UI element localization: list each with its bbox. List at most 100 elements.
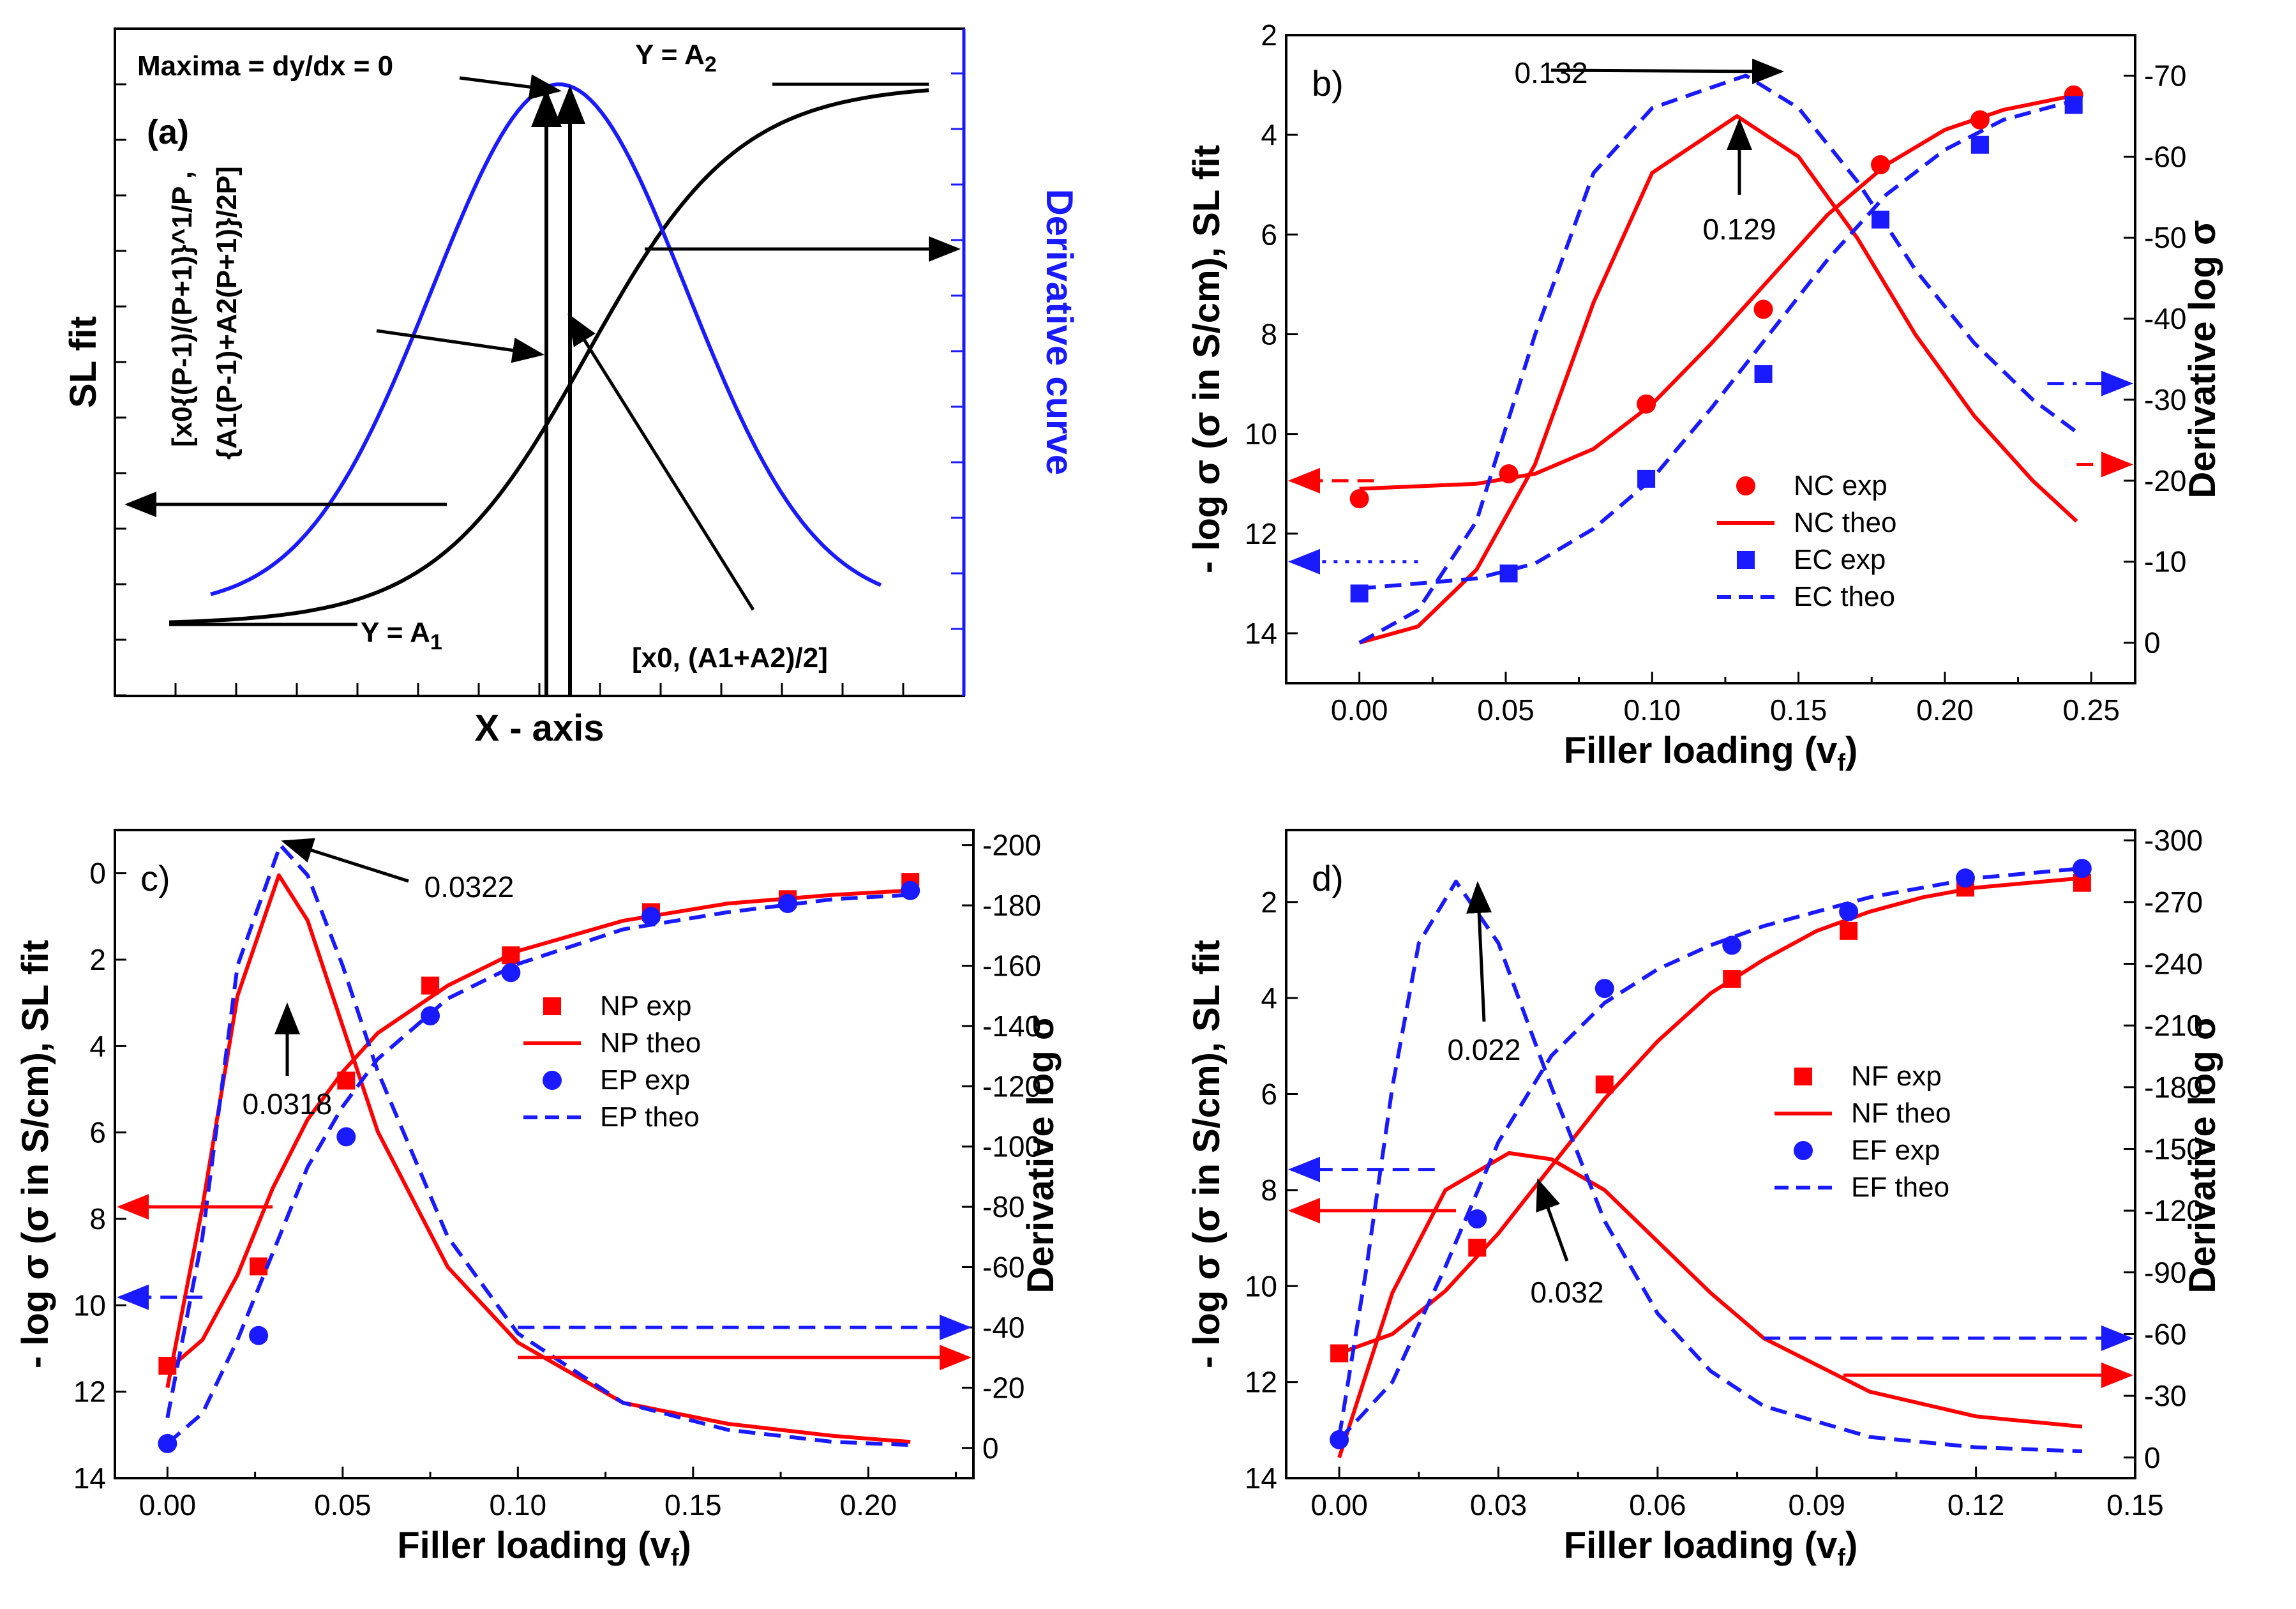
- y2-tick-label: 0: [2144, 1441, 2161, 1474]
- panel-d: 0.00 0.03 0.06 0.09 0.12 0.152468101214-300-2…: [1186, 824, 2223, 1571]
- y-tick-label: 0: [89, 857, 106, 890]
- legend-label: EP exp: [600, 1064, 690, 1096]
- x-tick-label: 0.10: [1624, 693, 1681, 727]
- y-tick-label: 12: [73, 1375, 106, 1409]
- y2-tick-label: -60: [982, 1251, 1024, 1284]
- panel-c: 0.00 0.05 0.10 0.15 0.2002468101214-200-180-…: [15, 829, 1062, 1571]
- y2-axis-label: Derivative log σ: [2182, 220, 2223, 498]
- arrow-inflection: [567, 313, 755, 611]
- legend-label: EF exp: [1851, 1135, 1940, 1166]
- y2-tick-label: -120: [2144, 1194, 2203, 1227]
- arrow-eq-point: [376, 329, 544, 363]
- derivative-line: [1358, 114, 2078, 645]
- y2-tick-label: -80: [982, 1190, 1024, 1223]
- legend-label: NP exp: [600, 990, 692, 1022]
- panel-a-y2label: Derivative curve: [1039, 189, 1080, 475]
- legend-label: EC theo: [1794, 581, 1895, 612]
- upper-asymptote-label: Y = A2: [635, 39, 717, 77]
- x-tick-label: 0.10: [490, 1488, 547, 1522]
- x-tick-label: 0.20: [1916, 693, 1974, 727]
- panel-a-xlabel: X - axis: [474, 707, 604, 749]
- data-point: [250, 1257, 268, 1276]
- x-tick-label: 0.15: [2106, 1488, 2164, 1522]
- fit-line: [1337, 866, 2083, 1441]
- y-tick-label: 6: [89, 1116, 106, 1149]
- plot-frame: [114, 829, 975, 1479]
- peak-label: 0.022: [1447, 1033, 1520, 1066]
- maxima-label: Maxima = dy/dx = 0: [137, 50, 393, 82]
- x-tick-label: 0.12: [1947, 1488, 2005, 1522]
- x-tick-label: 0.00: [1310, 1488, 1368, 1522]
- derivative-line: [1337, 879, 2083, 1454]
- fit-line: [166, 888, 911, 1372]
- y2-tick-label: -270: [2144, 886, 2203, 919]
- y2-axis-label: Derivative log σ: [1020, 1015, 1062, 1293]
- y2-tick-label: -200: [982, 829, 1041, 862]
- x-tick-label: 0.05: [314, 1488, 371, 1522]
- y2-tick-label: -40: [2144, 302, 2186, 335]
- peak-label: 0.032: [1530, 1276, 1603, 1309]
- y-tick-label: 6: [1261, 218, 1277, 251]
- y2-tick-label: -10: [2144, 545, 2186, 578]
- x-tick-label: 0.15: [664, 1488, 722, 1522]
- peak-arrow: [1550, 58, 1784, 84]
- y2-tick-label: -70: [2144, 59, 2186, 92]
- y2-tick-label: -30: [2144, 1379, 2186, 1412]
- y-axis-label: - log σ (σ in S/cm), SL fit: [15, 940, 56, 1368]
- legend-label: EP theo: [600, 1101, 700, 1133]
- y-tick-label: 14: [73, 1462, 106, 1495]
- data-point: [1594, 979, 1614, 999]
- legend-label: EC exp: [1794, 544, 1886, 575]
- y2-tick-label: 0: [2144, 626, 2161, 660]
- derivative-line: [165, 843, 911, 1447]
- data-point: [1839, 902, 1859, 921]
- y2-tick-label: -30: [2144, 383, 2186, 416]
- data-point: [2072, 859, 2092, 879]
- x-tick-label: 0.00: [139, 1488, 197, 1522]
- inflection-label: [x0, (A1+A2)/2]: [632, 642, 828, 674]
- y-tick-label: 10: [1245, 418, 1277, 451]
- legend-label: EF theo: [1851, 1172, 1949, 1203]
- legend-swatch: [1736, 476, 1755, 495]
- fit-line: [1359, 98, 2078, 591]
- fit-line: [166, 893, 911, 1446]
- legend-swatch: [1794, 1068, 1812, 1085]
- plot-frame: [1285, 34, 2136, 684]
- y2-tick-label: -180: [982, 889, 1041, 922]
- derivative-line: [165, 873, 911, 1444]
- data-point: [641, 907, 661, 926]
- derivative-line: [1337, 1151, 2083, 1458]
- legend-swatch: [1737, 551, 1755, 569]
- y2-tick-label: -160: [982, 949, 1041, 982]
- y-axis-label: - log σ (σ in S/cm), SL fit: [1186, 940, 1227, 1368]
- y-tick-label: 8: [1261, 317, 1277, 351]
- x-tick-label: 0.09: [1788, 1488, 1845, 1522]
- y-tick-label: 4: [89, 1029, 106, 1062]
- y2-tick-label: -210: [2144, 1009, 2203, 1042]
- peak-arrow: [1536, 1178, 1569, 1262]
- legend-swatch: [1794, 1141, 1813, 1160]
- y-tick-label: 14: [1245, 617, 1277, 650]
- y2-axis-label: Derivative log σ: [2182, 1015, 2223, 1293]
- x-axis-label: Filler loading (vf): [397, 1525, 691, 1571]
- panel-label: b): [1312, 63, 1344, 103]
- fit-line: [1359, 93, 2077, 491]
- x-tick-label: 0.15: [1770, 693, 1827, 727]
- x-axis-label: Filler loading (vf): [1564, 730, 1858, 776]
- data-point: [249, 1326, 269, 1345]
- legend-label: NP theo: [600, 1027, 701, 1059]
- peak-arrow: [1466, 881, 1492, 1022]
- data-point: [2064, 96, 2083, 114]
- legend-swatch: [543, 1071, 562, 1090]
- y2-tick-label: -50: [2144, 221, 2186, 254]
- data-point: [1349, 489, 1369, 509]
- y-tick-label: 6: [1261, 1078, 1277, 1111]
- data-point: [1871, 155, 1890, 174]
- y2-tick-label: -60: [2144, 1317, 2186, 1350]
- y-tick-label: 14: [1245, 1462, 1277, 1495]
- data-point: [901, 880, 920, 900]
- equation-line-1: [x0{(P-1)/(P+1)}^1/P ,: [167, 171, 198, 447]
- y-tick-label: 10: [1245, 1269, 1277, 1303]
- y-tick-label: 4: [1261, 118, 1277, 151]
